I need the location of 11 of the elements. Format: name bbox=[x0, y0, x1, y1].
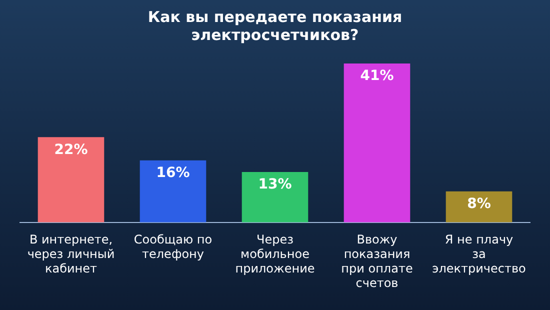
chart-title: Как вы передаете показания электросчетчиков? bbox=[146, 8, 404, 44]
data-label: 41% bbox=[360, 68, 394, 84]
x-tick-label: Через мобильное приложение bbox=[235, 232, 315, 276]
x-tick-label: Я не плачу за электричество bbox=[432, 232, 526, 276]
x-tick-label: Ввожу показания при оплате счетов bbox=[341, 232, 413, 290]
x-tick-label: Сообщаю по телефону bbox=[134, 232, 212, 262]
data-label: 13% bbox=[258, 176, 292, 193]
x-tick-label: В интернете, через личный кабинет bbox=[27, 232, 115, 276]
data-label: 22% bbox=[54, 142, 88, 158]
data-label: 16% bbox=[156, 165, 190, 182]
data-label: 8% bbox=[467, 196, 491, 212]
